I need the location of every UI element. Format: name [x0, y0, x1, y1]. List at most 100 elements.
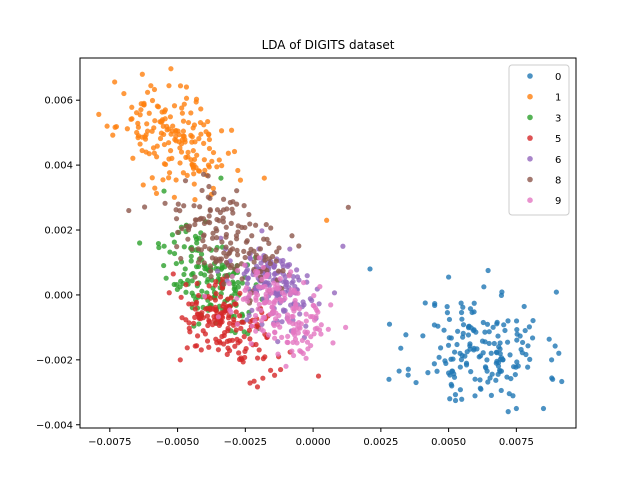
point-series-8: [234, 188, 240, 194]
point-series-0: [546, 336, 552, 342]
point-series-1: [219, 163, 225, 169]
point-series-9: [272, 329, 278, 336]
point-series-5: [183, 282, 189, 288]
point-series-6: [292, 283, 298, 290]
point-series-8: [208, 273, 214, 280]
point-series-5: [217, 294, 224, 300]
point-series-1: [166, 83, 172, 89]
point-series-3: [196, 321, 202, 327]
point-series-9: [253, 328, 259, 334]
point-series-5: [253, 341, 259, 348]
y-tick-label: 0.004: [44, 161, 73, 172]
point-series-9: [256, 301, 262, 308]
point-series-8: [201, 220, 208, 226]
point-series-0: [514, 331, 520, 337]
point-series-5: [217, 319, 223, 325]
point-series-0: [472, 393, 478, 399]
point-series-5: [247, 380, 253, 386]
point-series-1: [202, 167, 208, 173]
series-0: [367, 266, 565, 415]
point-series-1: [180, 170, 186, 176]
y-tick-label: 0.002: [44, 226, 73, 237]
point-series-5: [222, 330, 228, 336]
point-series-8: [214, 207, 221, 213]
point-series-1: [166, 170, 173, 176]
point-series-1: [138, 107, 144, 113]
point-series-9: [274, 286, 280, 292]
point-series-0: [468, 369, 474, 375]
point-series-5: [200, 328, 206, 334]
point-series-9: [272, 335, 278, 341]
point-series-9: [279, 334, 285, 340]
point-series-9: [226, 280, 232, 287]
point-series-0: [497, 346, 503, 352]
point-series-9: [215, 314, 222, 320]
point-series-0: [405, 366, 411, 372]
point-series-3: [201, 272, 208, 278]
point-series-0: [486, 340, 492, 347]
point-series-9: [314, 325, 320, 331]
legend-label-9: 9: [555, 196, 561, 207]
point-series-0: [523, 351, 529, 358]
point-series-5: [238, 355, 244, 361]
point-series-6: [287, 246, 293, 252]
point-series-8: [213, 235, 220, 241]
point-series-0: [457, 350, 463, 356]
point-series-6: [244, 317, 250, 323]
point-series-9: [260, 264, 266, 270]
point-series-0: [504, 374, 510, 380]
point-series-8: [263, 221, 269, 228]
point-series-8: [230, 210, 236, 216]
point-series-9: [252, 313, 259, 319]
point-series-0: [445, 342, 452, 348]
point-series-1: [121, 90, 127, 97]
point-series-5: [207, 305, 213, 311]
point-series-8: [296, 243, 302, 249]
point-series-5: [212, 297, 218, 303]
point-series-1: [209, 158, 215, 164]
point-series-3: [218, 175, 224, 181]
point-series-1: [190, 148, 196, 154]
point-series-0: [438, 345, 444, 351]
point-series-6: [277, 258, 283, 264]
point-series-8: [213, 225, 219, 232]
point-series-9: [270, 321, 277, 327]
point-series-9: [252, 318, 258, 324]
point-series-0: [464, 349, 470, 355]
point-series-1: [139, 71, 145, 77]
point-series-9: [248, 341, 254, 347]
point-series-1: [191, 156, 198, 163]
point-series-1: [153, 190, 160, 197]
point-series-8: [205, 194, 211, 200]
point-series-0: [476, 354, 482, 360]
point-series-1: [225, 150, 231, 156]
point-series-3: [171, 250, 178, 257]
point-series-1: [191, 171, 197, 177]
point-series-6: [316, 301, 322, 307]
point-series-5: [277, 366, 284, 373]
point-series-1: [142, 134, 148, 140]
point-series-5: [192, 343, 198, 349]
point-series-0: [488, 392, 494, 398]
point-series-6: [246, 312, 252, 319]
point-series-3: [239, 280, 245, 286]
point-series-8: [183, 223, 190, 229]
point-series-1: [188, 110, 194, 116]
point-series-5: [254, 384, 261, 390]
point-series-0: [463, 360, 470, 366]
point-series-8: [220, 219, 226, 225]
point-series-5: [247, 336, 253, 342]
point-series-0: [553, 289, 559, 295]
point-series-5: [193, 299, 200, 305]
point-series-6: [280, 279, 287, 285]
point-series-5: [315, 373, 322, 379]
point-series-0: [489, 371, 495, 377]
point-series-5: [214, 340, 220, 346]
point-series-0: [448, 335, 454, 341]
point-series-1: [181, 101, 187, 107]
x-axis: −0.0075 −0.0050 −0.0025 0.0000 0.0025 0.0050 0…: [88, 428, 534, 448]
point-series-8: [175, 229, 181, 236]
point-series-8: [235, 252, 241, 258]
point-series-3: [171, 281, 177, 288]
point-series-1: [135, 120, 141, 126]
